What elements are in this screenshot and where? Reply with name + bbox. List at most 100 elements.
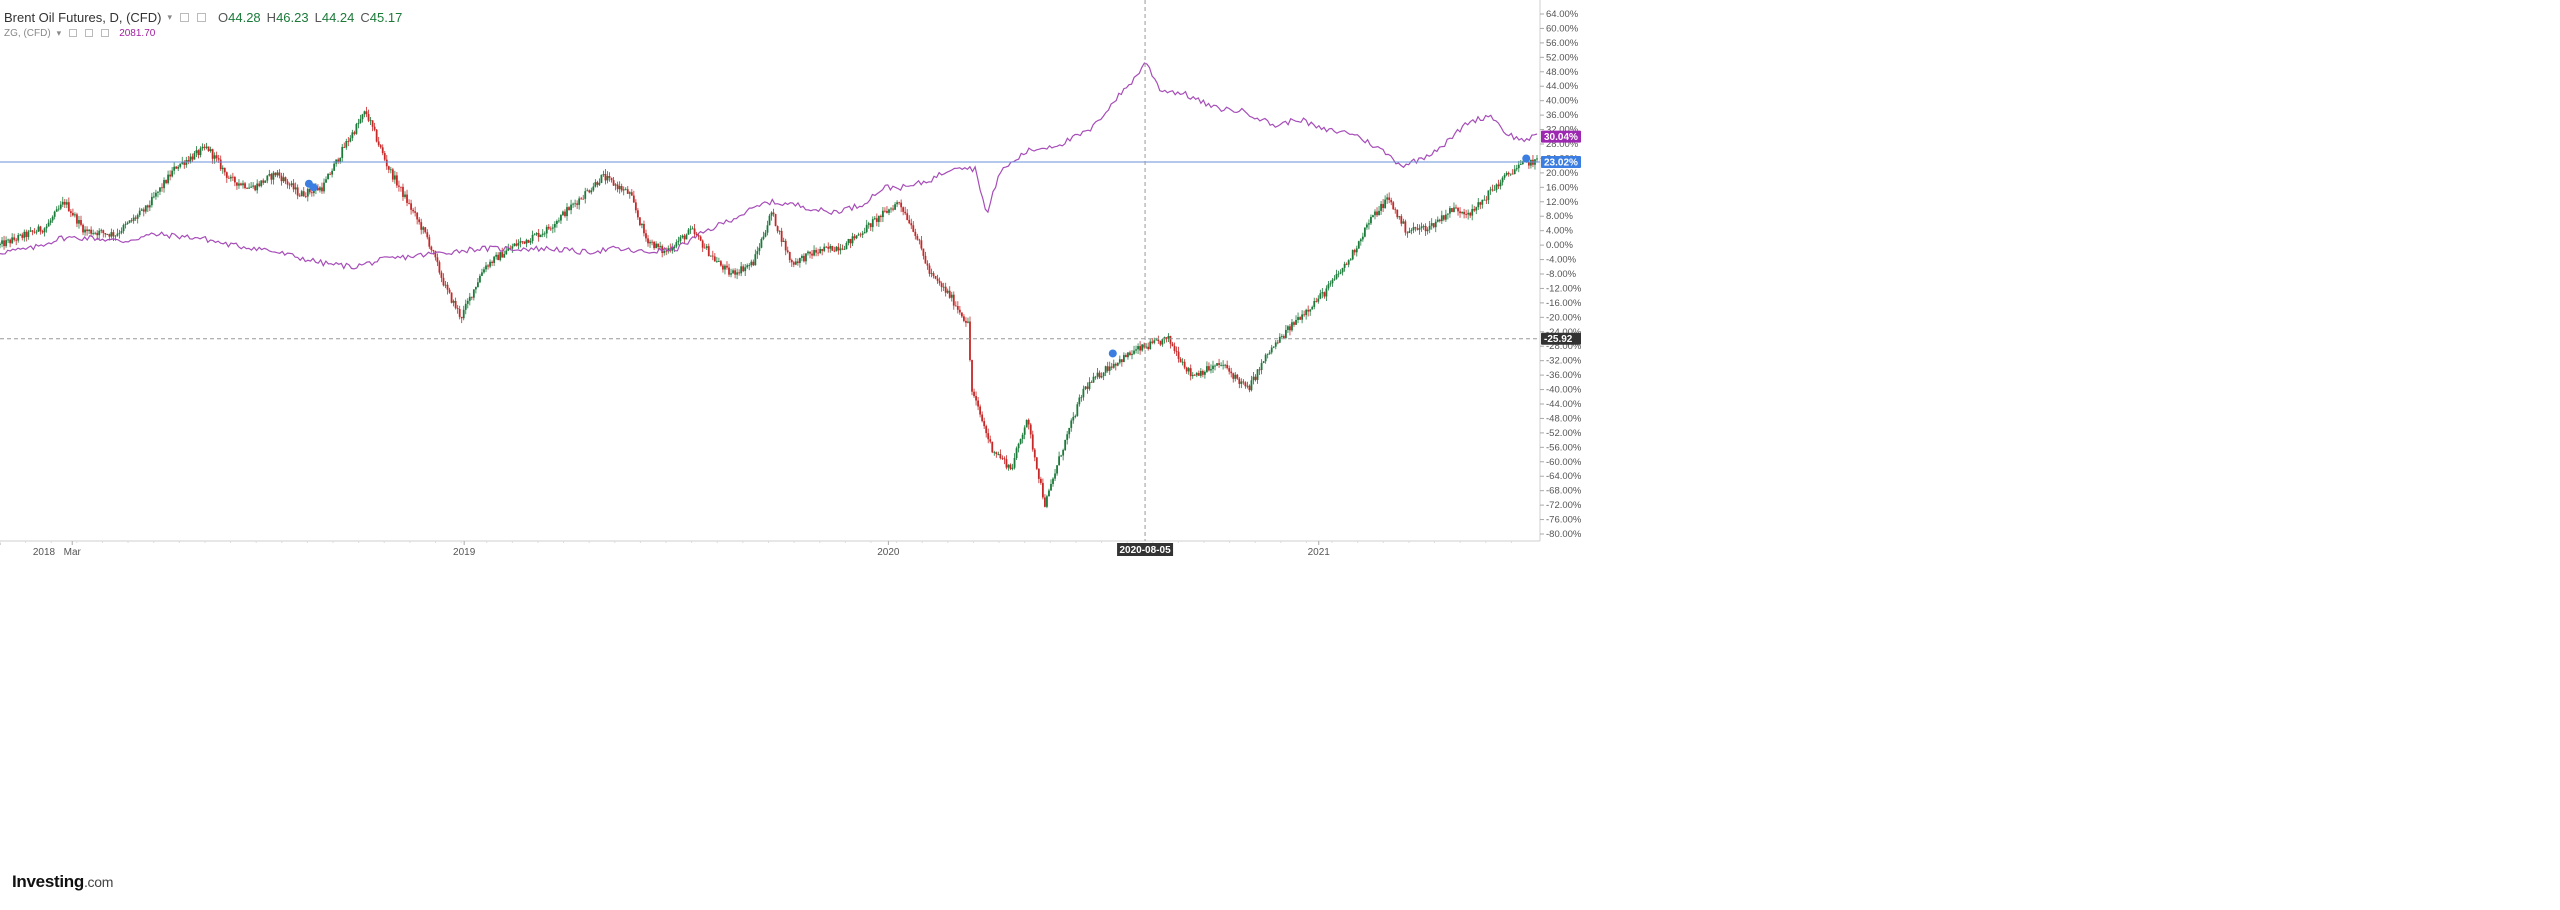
candle-body [841, 248, 844, 250]
candle-body [1262, 361, 1265, 364]
candle-body [679, 237, 682, 241]
candle-body [782, 240, 785, 242]
candle-body [938, 280, 941, 284]
candle-body [195, 150, 198, 154]
candle-body [418, 219, 421, 223]
candle-body [189, 156, 192, 162]
candle-body [1398, 216, 1401, 218]
candle-body [90, 229, 93, 234]
candle-body [1039, 478, 1042, 483]
candle-body [444, 284, 447, 286]
candle-body [857, 234, 860, 236]
candle-body [1031, 434, 1034, 450]
legend-title[interactable]: Brent Oil Futures, D, (CFD) [4, 9, 162, 25]
candle-body [1434, 221, 1437, 228]
candle-body [1084, 386, 1087, 389]
ohlc-value: 44.24 [321, 9, 355, 25]
candle-body [1396, 209, 1399, 218]
candle-body [173, 166, 176, 171]
candle-body [535, 233, 538, 235]
candle-body [981, 414, 984, 422]
candle-body [1230, 371, 1233, 374]
candle-body [952, 294, 955, 306]
candle-body [950, 294, 953, 298]
candle-body [618, 186, 621, 190]
candle-body [1363, 227, 1366, 237]
candle-body [1400, 216, 1403, 224]
y-tick-label: -36.00% [1546, 370, 1582, 381]
candle-body [128, 220, 131, 223]
candle-body [430, 246, 433, 251]
candle-body [1155, 339, 1158, 341]
legend-eye-icon[interactable] [180, 12, 189, 22]
candle-body [266, 175, 269, 181]
candle-body [1120, 359, 1123, 363]
candle-body [136, 215, 139, 219]
chevron-down-icon[interactable]: ▾ [56, 27, 62, 38]
candle-body [385, 159, 388, 167]
candle-body [264, 180, 267, 183]
legend-eye-icon[interactable] [69, 29, 78, 37]
candle-body [1046, 496, 1048, 507]
candle-body [1187, 368, 1190, 372]
candle-body [65, 202, 68, 205]
candle-body [493, 256, 496, 263]
candle-body [122, 224, 125, 232]
candle-body [1242, 381, 1245, 383]
candle-body [683, 235, 686, 240]
candle-body [1100, 376, 1103, 378]
candle-body [663, 250, 666, 253]
candle-body [671, 248, 674, 251]
legend-settings-icon[interactable] [197, 12, 206, 22]
candle-body [1359, 239, 1362, 242]
candle-body [436, 257, 439, 263]
candle-body [967, 321, 969, 323]
compare-line-path [0, 62, 1538, 270]
candle-body [148, 205, 151, 208]
candle-body [890, 208, 892, 210]
candle-body [256, 183, 259, 191]
candle-body [831, 246, 834, 251]
candle-body [300, 191, 303, 197]
candle-body [819, 249, 822, 254]
candle-body [507, 248, 510, 251]
candle-body [426, 232, 429, 238]
value-tag: -25.92 [1541, 332, 1581, 345]
event-marker-dot [1108, 349, 1117, 358]
candle-body [707, 246, 710, 257]
candle-body [649, 241, 651, 244]
candle-body [1430, 223, 1433, 226]
value-tag-bg [1541, 332, 1581, 345]
legend-close-icon[interactable] [101, 29, 110, 37]
candle-body [1112, 363, 1115, 368]
candle-body [150, 196, 153, 206]
value-tag-bg [1541, 130, 1581, 143]
candle-body [1392, 202, 1395, 210]
candle-body [19, 234, 22, 236]
candle-body [1536, 158, 1538, 160]
crosshair-date-label: 2020-08-05 [1119, 545, 1171, 556]
candle-body [1228, 368, 1231, 372]
candle-body [69, 211, 72, 213]
candle-body [566, 207, 568, 217]
candle-body [1098, 372, 1101, 378]
candle-body [1007, 464, 1010, 468]
candle-body [489, 261, 491, 267]
event-marker-dot [309, 183, 318, 192]
candle-body [1436, 219, 1439, 222]
candle-body [274, 172, 277, 176]
candle-body [839, 248, 842, 251]
legend-settings-icon[interactable] [85, 29, 94, 37]
candle-body [1254, 376, 1257, 380]
y-tick-label: 28.00% [1546, 139, 1579, 150]
candle-body [825, 246, 828, 248]
candle-body [922, 248, 925, 256]
candle-body [138, 210, 141, 216]
candle-body [375, 129, 378, 142]
compare-name[interactable]: ZG, (CFD) [4, 27, 51, 39]
candle-body [786, 250, 789, 252]
candle-body [355, 124, 358, 134]
chevron-down-icon[interactable]: ▾ [167, 11, 172, 22]
